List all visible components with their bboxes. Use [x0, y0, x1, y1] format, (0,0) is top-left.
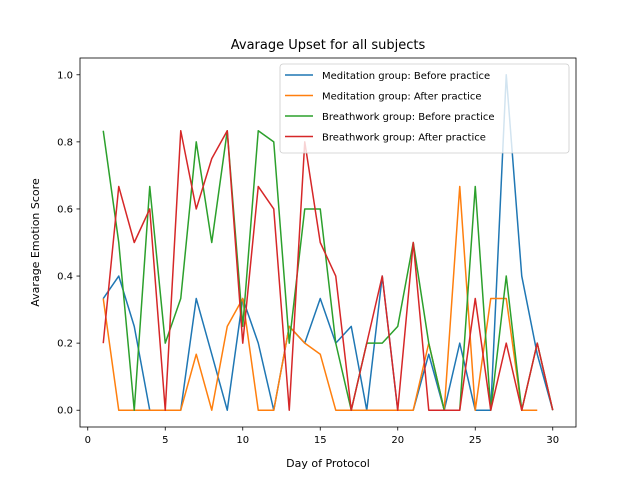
x-axis-label: Day of Protocol	[286, 457, 370, 470]
y-tick-label: 0.6	[57, 204, 73, 215]
y-tick-label: 0.8	[57, 137, 73, 148]
series-line-3	[102, 130, 554, 411]
legend-box	[279, 63, 570, 154]
y-tick-label: 1.0	[57, 70, 73, 81]
y-axis-label: Avarage Emotion Score	[29, 178, 42, 307]
series-line-2	[102, 185, 538, 411]
x-tick-label: 30	[546, 435, 559, 446]
x-tick-label: 0	[85, 435, 91, 446]
chart-legend: Meditation group: Before practice Meditat…	[279, 63, 570, 154]
y-axis: 0.0 0.2 0.4 0.6 0.8 1.0	[57, 70, 80, 417]
y-tick-label: 0.4	[57, 272, 73, 283]
legend-label: Breathwork group: After practice	[322, 133, 486, 144]
x-tick-label: 5	[162, 435, 168, 446]
x-axis: 0 5 10 15 20 25 30	[85, 427, 559, 446]
chart-title: Avarage Upset for all subjects	[231, 38, 426, 53]
x-tick-label: 25	[469, 435, 482, 446]
legend-label: Meditation group: After practice	[322, 92, 482, 103]
series-layer	[102, 74, 554, 411]
legend-label: Breathwork group: Before practice	[322, 112, 495, 123]
series-line-4	[102, 130, 554, 411]
y-tick-label: 0.2	[57, 339, 73, 350]
plot-area-frame	[79, 57, 577, 428]
legend-label: Meditation group: Before practice	[322, 71, 490, 82]
x-tick-label: 15	[314, 435, 327, 446]
y-tick-label: 0.0	[57, 406, 73, 417]
x-tick-label: 10	[236, 435, 249, 446]
x-tick-label: 20	[391, 435, 404, 446]
